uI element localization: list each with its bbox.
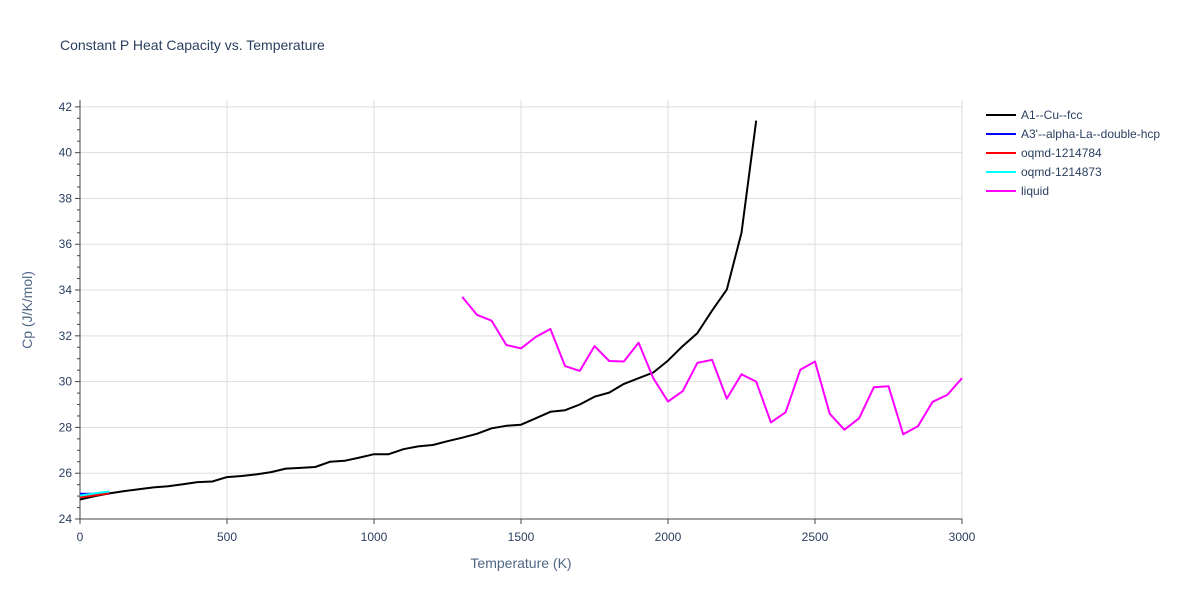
y-axis-title: Cp (J/K/mol) <box>19 271 35 349</box>
series-layer <box>79 120 963 501</box>
x-tick-label: 2500 <box>802 530 829 544</box>
legend-label-3: oqmd-1214873 <box>1021 165 1102 179</box>
x-tick-label: 3000 <box>949 530 976 544</box>
legend-label-2: oqmd-1214784 <box>1021 146 1102 160</box>
y-tick-label: 34 <box>59 283 73 297</box>
series-line-4 <box>461 296 963 436</box>
legend-label-4: liquid <box>1021 184 1049 198</box>
y-tick-label: 36 <box>59 237 73 251</box>
grid-lines <box>80 100 963 520</box>
y-tick-label: 38 <box>59 191 73 205</box>
series-line-3 <box>79 490 110 497</box>
x-tick-label: 500 <box>217 530 237 544</box>
y-tick-label: 32 <box>59 329 73 343</box>
x-tick-label: 1500 <box>508 530 535 544</box>
series-line-2 <box>79 492 110 499</box>
y-tick-label: 24 <box>59 512 73 526</box>
legend: A1--Cu--fcc A3'--alpha-La--double-hcp oqmd… <box>986 108 1160 198</box>
y-tick-label: 40 <box>59 146 73 160</box>
legend-label-0: A1--Cu--fcc <box>1021 108 1082 122</box>
chart-title: Constant P Heat Capacity vs. Temperature <box>60 37 325 53</box>
x-axis-title: Temperature (K) <box>470 555 571 571</box>
x-tick-label: 1000 <box>361 530 388 544</box>
y-tick-label: 28 <box>59 420 73 434</box>
x-tick-label: 0 <box>77 530 84 544</box>
y-tick-label: 26 <box>59 466 73 480</box>
y-tick-label: 30 <box>59 375 73 389</box>
legend-label-1: A3'--alpha-La--double-hcp <box>1021 127 1160 141</box>
y-tick-label: 42 <box>59 100 73 114</box>
x-tick-label: 2000 <box>655 530 682 544</box>
series-line-0 <box>79 120 758 501</box>
axes: 0 500 1000 1500 2000 2500 3000 24 26 28 30 32 34 36 38… <box>59 100 976 544</box>
